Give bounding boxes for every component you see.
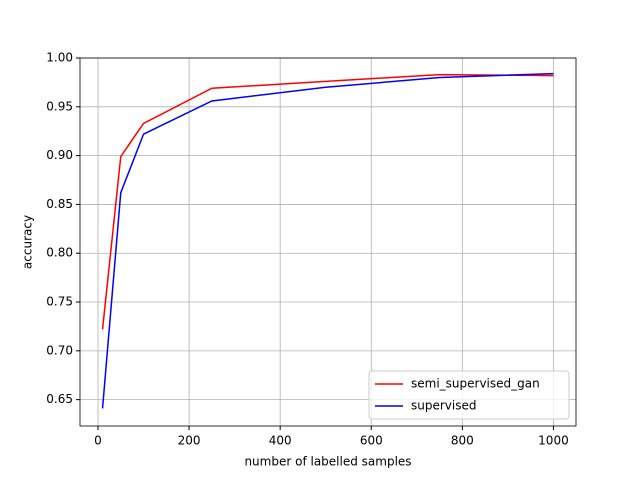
y-tick-label: 0.90	[46, 148, 73, 162]
legend-label: semi_supervised_gan	[411, 377, 540, 391]
y-tick-label: 0.70	[46, 343, 73, 357]
y-tick-label: 0.95	[46, 99, 73, 113]
y-tick-label: 0.80	[46, 246, 73, 260]
legend-label: supervised	[411, 399, 476, 413]
x-tick-label: 800	[451, 434, 474, 448]
x-tick-label: 600	[360, 434, 383, 448]
legend-box	[368, 370, 570, 420]
x-tick-label: 1000	[538, 434, 569, 448]
y-axis-label: accuracy	[21, 215, 35, 269]
x-tick-label: 400	[269, 434, 292, 448]
x-tick-label: 200	[178, 434, 201, 448]
x-axis-label: number of labelled samples	[244, 455, 411, 469]
y-tick-label: 0.85	[46, 197, 73, 211]
series-line	[101, 73, 554, 330]
x-tick-label: 0	[94, 434, 102, 448]
series-line	[101, 72, 554, 409]
y-tick-label: 0.65	[46, 392, 73, 406]
axes-frame	[79, 57, 577, 427]
y-tick-label: 0.75	[46, 295, 73, 309]
y-tick-label: 1.00	[46, 51, 73, 65]
